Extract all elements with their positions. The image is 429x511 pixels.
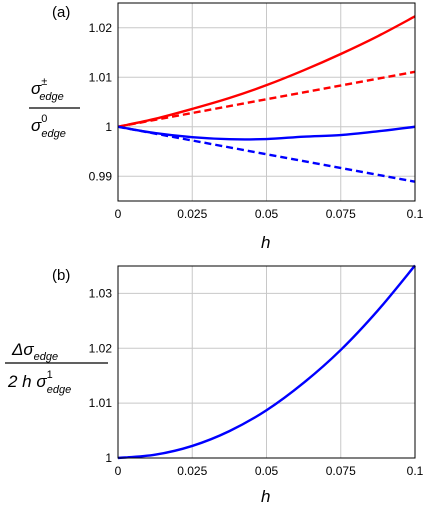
x-tick-label-a: 0.1 (407, 207, 424, 221)
x-tick-label-b: 0.075 (326, 464, 356, 478)
panel-label-b: (b) (52, 267, 70, 284)
series-group-b (117, 264, 416, 460)
y-tick-label-a: 1.02 (89, 21, 113, 35)
plot-frame-b (117, 265, 416, 459)
y-tick-label-b: 1 (105, 451, 112, 465)
chart-panel-a: (a) 0 0.025 0.05 0.075 0.1 0.99 1 1.01 1.02 h σ… (29, 2, 424, 252)
plot-frame-a (117, 2, 416, 202)
series-line-b-0 (117, 264, 416, 460)
y-tick-label-b: 1.01 (89, 396, 113, 410)
grid-a (118, 3, 415, 201)
y-axis-label-a-numerator: σ± edge (31, 76, 64, 103)
x-tick-label-a: 0.075 (326, 207, 356, 221)
series-line-a-1 (117, 70, 416, 128)
x-tick-labels-a: 0 0.025 0.05 0.075 0.1 (115, 207, 424, 221)
x-tick-label-b: 0.1 (407, 464, 424, 478)
x-tick-label-a: 0 (115, 207, 122, 221)
y-axis-label-a-denominator: σ0 edge (31, 113, 66, 140)
x-tick-label-b: 0.05 (255, 464, 279, 478)
y-axis-label-b-numerator: Δσedge (11, 340, 58, 363)
series-line-a-0 (117, 15, 416, 128)
x-tick-label-b: 0 (115, 464, 122, 478)
y-axis-label-a: σ± edge σ0 edge (29, 76, 80, 140)
x-tick-label-b: 0.025 (177, 464, 207, 478)
x-tick-labels-b: 0 0.025 0.05 0.075 0.1 (115, 464, 424, 478)
y-tick-label-a: 1.01 (89, 70, 113, 84)
x-tick-label-a: 0.05 (255, 207, 279, 221)
chart-panel-b: (b) 0 0.025 0.05 0.075 0.1 1 1.01 1.02 1.03 h Δ… (5, 264, 424, 506)
series-line-a-3 (117, 125, 416, 183)
y-tick-label-b: 1.02 (89, 341, 113, 355)
x-tick-label-a: 0.025 (177, 207, 207, 221)
y-tick-label-a: 0.99 (89, 169, 113, 183)
panel-label-a: (a) (52, 4, 70, 21)
y-tick-labels-a: 0.99 1 1.01 1.02 (89, 21, 113, 184)
y-tick-label-a: 1 (105, 120, 112, 134)
y-tick-labels-b: 1 1.01 1.02 1.03 (89, 286, 113, 465)
y-tick-label-b: 1.03 (89, 286, 113, 300)
grid-b (118, 266, 415, 458)
series-group-a (117, 15, 416, 183)
x-axis-label-b: h (261, 487, 270, 506)
x-axis-label-a: h (261, 233, 270, 252)
y-axis-label-b-denominator: 2 h σ1 edge (7, 369, 71, 396)
y-axis-label-b: Δσedge 2 h σ1 edge (5, 340, 108, 396)
